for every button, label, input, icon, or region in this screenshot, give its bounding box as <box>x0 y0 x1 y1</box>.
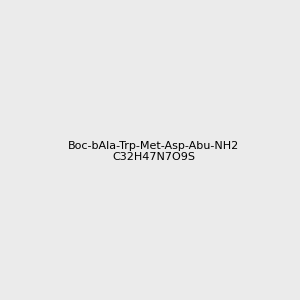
Text: Boc-bAla-Trp-Met-Asp-Abu-NH2
C32H47N7O9S: Boc-bAla-Trp-Met-Asp-Abu-NH2 C32H47N7O9S <box>68 141 239 162</box>
